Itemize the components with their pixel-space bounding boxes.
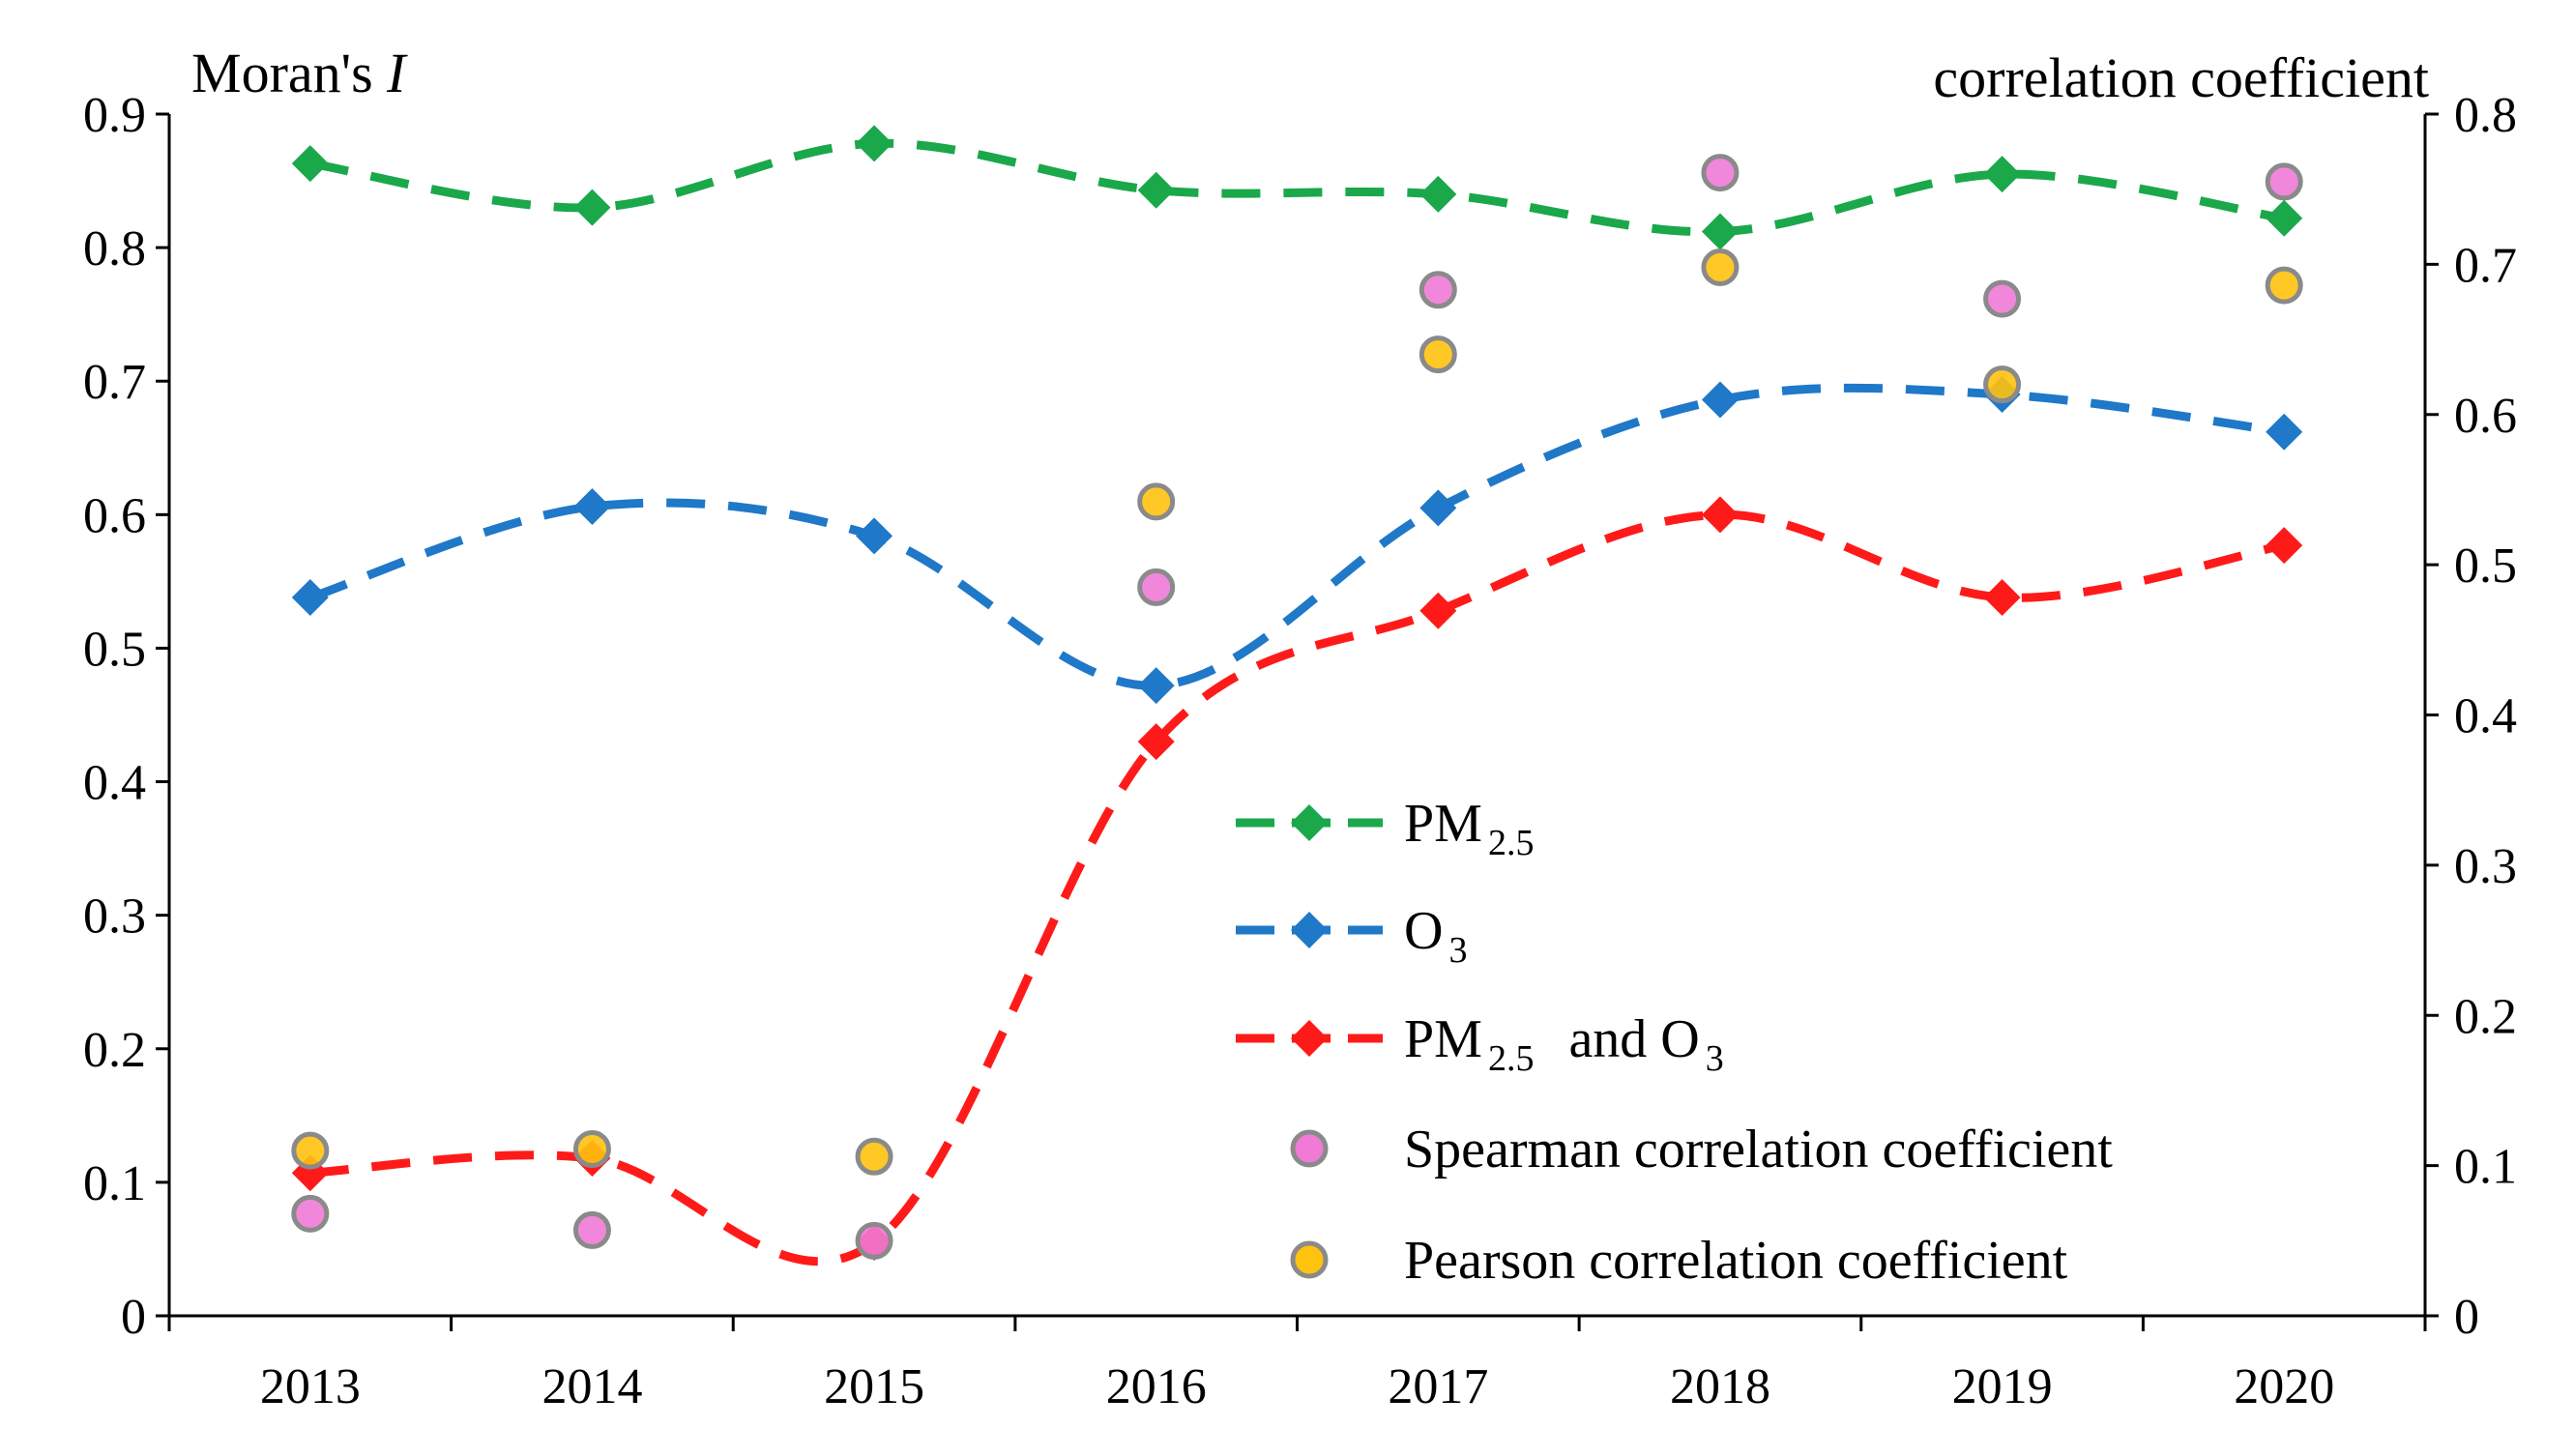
data-point-pearson [2265, 266, 2303, 305]
legend-item-pearson: Pearson correlation coefficient [1290, 1231, 2068, 1291]
legend-label-spearman: Spearman correlation coefficient [1404, 1120, 2113, 1179]
right-tick-label: 0.4 [2454, 689, 2517, 744]
data-point-o3 [856, 517, 893, 555]
right-tick-label: 0.7 [2454, 238, 2517, 293]
data-point-pm25 [856, 125, 893, 162]
data-point-pm25-and-o3 [1419, 592, 1457, 629]
left-tick-label: 0.7 [83, 355, 146, 410]
data-point-o3 [573, 488, 611, 526]
data-point-pearson [291, 1131, 330, 1170]
left-tick-label: 0 [121, 1290, 146, 1345]
x-tick-label: 2019 [1952, 1359, 2053, 1414]
x-axis: 2013 2014 2015 2016 2017 2018 2019 2020 [167, 1314, 2427, 1414]
right-tick-label: 0.3 [2454, 839, 2517, 894]
right-ticks: 0 0.1 0.2 0.3 0.4 0.5 0.6 0.7 0.8 [2425, 88, 2517, 1345]
data-point-o3 [291, 578, 329, 616]
x-tick-label: 2013 [260, 1359, 361, 1414]
series-layer [291, 125, 2303, 1267]
series-line-o3 [308, 383, 2285, 690]
legend-label-pearson: Pearson correlation coefficient [1404, 1231, 2068, 1291]
data-point-pm25 [2266, 199, 2303, 237]
right-tick-label: 0.8 [2454, 88, 2517, 143]
data-point-pearson [1419, 335, 1457, 374]
data-point-pearson [1983, 365, 2022, 404]
legend-marker-pm25-and-o3 [1291, 1020, 1328, 1057]
legend-marker-spearman [1290, 1129, 1329, 1168]
data-point-pearson [855, 1137, 893, 1176]
data-point-spearman [1983, 279, 2022, 318]
legend-marker-pm25 [1291, 804, 1328, 841]
x-tick-label: 2014 [541, 1359, 642, 1414]
right-tick-label: 0.5 [2454, 539, 2517, 594]
data-point-o3 [1137, 667, 1175, 705]
right-tick-label: 0.6 [2454, 389, 2517, 444]
legend-item-spearman: Spearman correlation coefficient [1290, 1120, 2113, 1179]
data-point-spearman [1701, 154, 1740, 192]
data-point-pearson [1137, 482, 1176, 521]
data-point-spearman [1137, 568, 1176, 606]
data-point-pm25 [573, 189, 611, 226]
x-tick-label: 2015 [824, 1359, 924, 1414]
legend-marker-o3 [1291, 912, 1328, 948]
data-point-o3 [1419, 489, 1457, 527]
data-point-pearson [1701, 248, 1740, 286]
right-tick-label: 0.2 [2454, 989, 2517, 1044]
data-point-pm25 [291, 145, 329, 183]
data-point-pm25-and-o3 [2266, 527, 2303, 565]
data-point-spearman [2265, 162, 2303, 201]
data-point-pm25-and-o3 [1701, 496, 1739, 534]
left-tick-label: 0.1 [83, 1156, 146, 1211]
data-point-pearson [572, 1130, 611, 1169]
left-tick-label: 0.6 [83, 488, 146, 543]
x-tick-label: 2017 [1388, 1359, 1488, 1414]
right-axis-title: correlation coefficient [1933, 46, 2429, 109]
left-tick-label: 0.9 [83, 88, 146, 143]
data-point-spearman [855, 1221, 893, 1260]
x-tick-label: 2020 [2234, 1359, 2334, 1414]
data-point-pm25-and-o3 [1137, 723, 1175, 761]
left-tick-label: 0.3 [83, 889, 146, 945]
data-point-spearman [572, 1210, 611, 1249]
right-tick-label: 0.1 [2454, 1140, 2517, 1195]
right-tick-label: 0 [2454, 1290, 2479, 1345]
data-point-o3 [2266, 413, 2303, 451]
left-axis-title: Moran's I [191, 42, 408, 104]
x-tick-label: 2016 [1106, 1359, 1207, 1414]
data-point-pm25 [1983, 156, 2021, 193]
left-tick-label: 0.4 [83, 756, 146, 811]
data-point-pm25-and-o3 [1983, 578, 2021, 616]
x-tick-label: 2018 [1670, 1359, 1770, 1414]
legend-marker-pearson [1290, 1240, 1329, 1279]
series-line-pm25 [309, 138, 2285, 237]
data-point-pm25 [1701, 213, 1739, 250]
left-axis: 0 0.1 0.2 0.3 0.4 0.5 0.6 0.7 0.8 0.9 [83, 88, 171, 1345]
left-tick-label: 0.8 [83, 221, 146, 277]
left-tick-label: 0.5 [83, 622, 146, 677]
x-ticks: 2013 2014 2015 2016 2017 2018 2019 2020 [167, 1316, 2427, 1414]
left-tick-label: 0.2 [83, 1023, 146, 1078]
data-point-pm25 [1419, 175, 1457, 213]
series-line-pm25-and-o3 [309, 510, 2286, 1267]
legend-item-pm25: PM 2.5 [1236, 794, 1534, 863]
legend-label-pm25: PM 2.5 [1404, 794, 1534, 863]
left-ticks: 0 0.1 0.2 0.3 0.4 0.5 0.6 0.7 0.8 0.9 [83, 88, 169, 1345]
data-point-pm25 [1137, 171, 1175, 209]
data-point-o3 [1701, 381, 1739, 419]
data-point-spearman [291, 1194, 330, 1233]
data-point-spearman [1419, 271, 1457, 309]
right-axis: 0 0.1 0.2 0.3 0.4 0.5 0.6 0.7 0.8 [2423, 88, 2517, 1345]
